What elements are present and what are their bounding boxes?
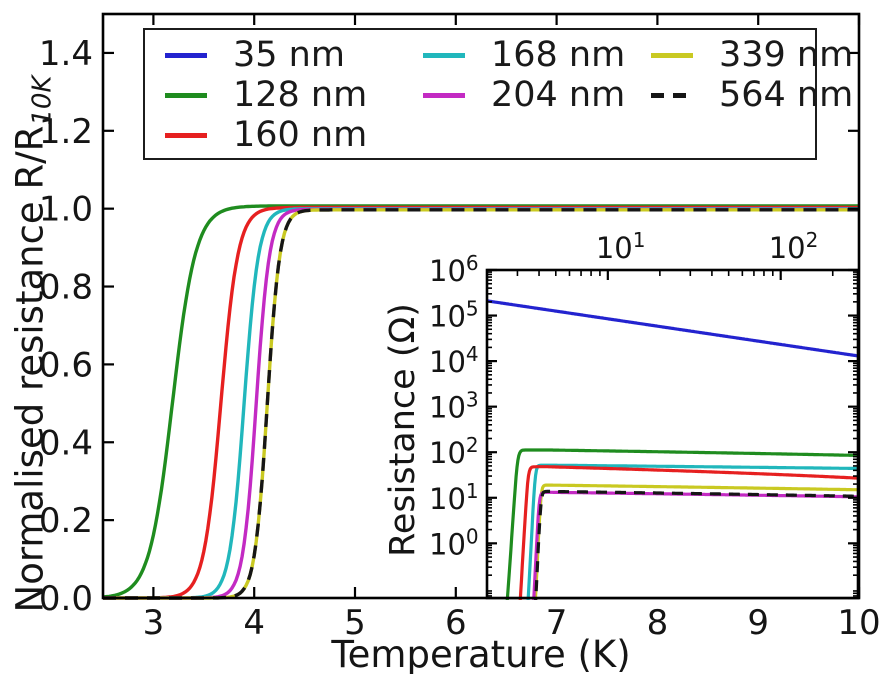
x-tick-label: 7 bbox=[546, 603, 568, 643]
inset-y-tick-label: 104 bbox=[429, 342, 479, 379]
y-tick-label: 0.2 bbox=[39, 501, 93, 541]
inset-series-line-339nm bbox=[533, 483, 858, 600]
legend-column: 168 nm 204 nm bbox=[423, 35, 651, 153]
line-swatch bbox=[165, 92, 207, 98]
legend-label: 128 nm bbox=[233, 75, 368, 115]
legend-item-168nm: 168 nm bbox=[423, 35, 651, 75]
inset-series-line-160nm bbox=[518, 465, 858, 600]
legend-label: 160 nm bbox=[233, 115, 368, 155]
y-tick-label: 1.4 bbox=[39, 34, 93, 74]
y-tick-label: 0.0 bbox=[39, 579, 93, 619]
inset-y-tick-label: 102 bbox=[429, 433, 479, 470]
line-swatch bbox=[165, 132, 207, 138]
line-swatch bbox=[423, 52, 465, 58]
main-axes: 3 4 5 6 7 8 9 10 0.0 0.2 0.4 0.6 0.8 1.0 1.2 1.4 bbox=[39, 12, 881, 643]
x-tick-label: 5 bbox=[344, 603, 366, 643]
line-swatch bbox=[651, 52, 693, 58]
legend-column: 35 nm 128 nm 160 nm bbox=[165, 35, 423, 155]
legend-item-204nm: 204 nm bbox=[423, 75, 651, 115]
line-swatch bbox=[165, 52, 207, 58]
legend-item-128nm: 128 nm bbox=[165, 75, 423, 115]
legend-item-564nm: 564 nm bbox=[651, 75, 853, 115]
line-swatch bbox=[423, 92, 465, 98]
inset-series-line-564nm bbox=[534, 489, 858, 600]
y-tick-label: 0.4 bbox=[39, 423, 93, 463]
x-tick-label: 4 bbox=[243, 603, 265, 643]
x-tick-label: 3 bbox=[143, 603, 165, 643]
inset-curves bbox=[487, 299, 858, 600]
inset-y-tick-label: 106 bbox=[429, 251, 479, 288]
legend-label: 35 nm bbox=[233, 35, 345, 75]
legend-label: 168 nm bbox=[491, 35, 626, 75]
inset-y-tick-label: 100 bbox=[429, 524, 479, 561]
y-axis-label-text: Normalised resistance R/R bbox=[8, 125, 52, 613]
y-axis-label-subscript: 10K bbox=[27, 75, 58, 126]
main-y-axis-label: Normalised resistance R/R10K bbox=[8, 76, 57, 613]
y-tick-label: 1.0 bbox=[39, 190, 93, 230]
legend-label: 339 nm bbox=[719, 35, 854, 75]
dashed-line-swatch bbox=[651, 92, 693, 98]
legend-label: 204 nm bbox=[491, 75, 626, 115]
inset-x-tick-label: 101 bbox=[596, 228, 646, 265]
x-axis-label: Temperature (K) bbox=[331, 633, 631, 674]
x-tick-label: 8 bbox=[647, 603, 669, 643]
y-tick-label: 0.6 bbox=[39, 345, 93, 385]
legend-item-339nm: 339 nm bbox=[651, 35, 853, 75]
inset-y-tick-label: 105 bbox=[429, 297, 479, 334]
inset-x-tick-label: 102 bbox=[769, 228, 819, 265]
y-tick-label: 1.2 bbox=[39, 112, 93, 152]
x-tick-label: 9 bbox=[747, 603, 769, 643]
inset-y-tick-label: 103 bbox=[429, 388, 479, 425]
inset-axes-frame bbox=[485, 268, 860, 600]
series-line-564nm bbox=[103, 208, 859, 600]
inset-y-axis-label: Resistance (Ω) bbox=[383, 303, 423, 557]
inset-series-line-128nm bbox=[505, 448, 858, 600]
legend-box: 35 nm 128 nm 160 nm 168 nm 204 nm 339 nm 564 n… bbox=[143, 28, 853, 160]
x-tick-label: 10 bbox=[837, 603, 880, 643]
legend-item-160nm: 160 nm bbox=[165, 115, 423, 155]
legend-label: 564 nm bbox=[719, 75, 854, 115]
inset-y-tick-label: 101 bbox=[429, 479, 479, 516]
legend-item-35nm: 35 nm bbox=[165, 35, 423, 75]
legend-column: 339 nm 564 nm bbox=[651, 35, 853, 153]
inset-series-line-35nm bbox=[487, 299, 858, 358]
inset-background bbox=[487, 270, 858, 598]
y-tick-label: 0.8 bbox=[39, 268, 93, 308]
x-tick-label: 6 bbox=[445, 603, 467, 643]
